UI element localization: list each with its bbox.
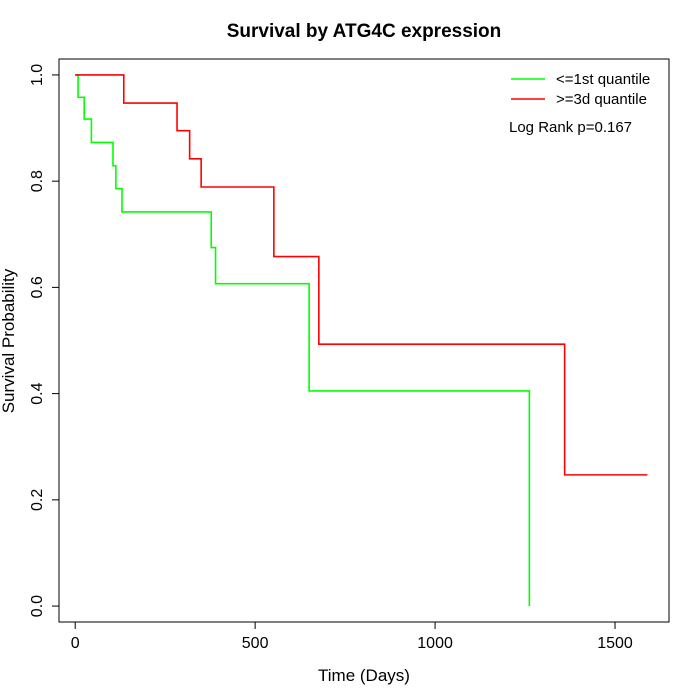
legend-label-1: <=1st quantile — [556, 71, 650, 88]
y-tick-label: 0.8 — [29, 170, 46, 192]
legend: <=1st quantile >=3d quantile — [511, 71, 650, 108]
chart-title: Survival by ATG4C expression — [227, 21, 502, 42]
x-axis: 0 500 1000 1500 — [71, 621, 633, 652]
y-axis: 0.0 0.2 0.4 0.6 0.8 1.0 — [29, 64, 60, 617]
survival-curve-series-1 — [75, 74, 531, 607]
x-axis-label: Time (Days) — [318, 666, 410, 685]
legend-label-2: >=3d quantile — [556, 91, 647, 108]
y-tick-label: 0.6 — [29, 276, 46, 298]
x-tick-label: 0 — [71, 635, 80, 652]
y-tick-label: 0.2 — [29, 489, 46, 511]
x-tick-label: 1500 — [597, 635, 633, 652]
y-tick-label: 0.4 — [29, 382, 46, 404]
y-axis-label: Survival Probability — [0, 268, 18, 413]
x-tick-label: 500 — [242, 635, 269, 652]
y-tick-label: 0.0 — [29, 595, 46, 617]
log-rank-annotation: Log Rank p=0.167 — [509, 119, 632, 136]
series-layer — [75, 74, 648, 607]
x-tick-label: 1000 — [417, 635, 453, 652]
plot-frame — [58, 58, 670, 623]
survival-curve-series-2 — [75, 74, 648, 476]
y-tick-label: 1.0 — [29, 64, 46, 86]
